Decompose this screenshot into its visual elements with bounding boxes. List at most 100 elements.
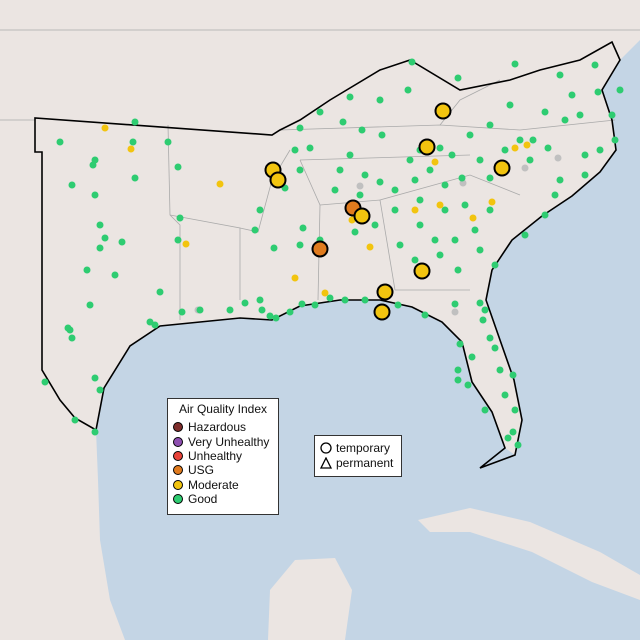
monitor-good[interactable] — [416, 196, 424, 204]
monitor-good[interactable] — [479, 316, 487, 324]
monitor-good[interactable] — [436, 251, 444, 259]
monitor-good[interactable] — [358, 126, 366, 134]
monitor-good[interactable] — [516, 136, 524, 144]
monitor-good[interactable] — [96, 244, 104, 252]
monitor-good[interactable] — [476, 299, 484, 307]
monitor-good[interactable] — [131, 118, 139, 126]
monitor-good[interactable] — [226, 306, 234, 314]
monitor-good[interactable] — [421, 311, 429, 319]
monitor-good[interactable] — [286, 308, 294, 316]
monitor-good[interactable] — [326, 294, 334, 302]
monitor-moderate[interactable] — [348, 216, 356, 224]
monitor-good[interactable] — [506, 101, 514, 109]
monitor-good[interactable] — [336, 166, 344, 174]
monitor-good[interactable] — [151, 321, 159, 329]
monitor-good[interactable] — [68, 181, 76, 189]
monitor-good[interactable] — [509, 371, 517, 379]
monitor-moderate[interactable] — [321, 289, 329, 297]
monitor-good[interactable] — [111, 271, 119, 279]
monitor-good[interactable] — [83, 266, 91, 274]
monitor-good[interactable] — [56, 138, 64, 146]
monitor-good[interactable] — [101, 234, 109, 242]
monitor-good[interactable] — [491, 344, 499, 352]
monitor-good[interactable] — [451, 300, 459, 308]
monitor-moderate[interactable] — [366, 243, 374, 251]
monitor-good[interactable] — [486, 121, 494, 129]
monitor-good[interactable] — [391, 186, 399, 194]
monitor-good[interactable] — [581, 171, 589, 179]
monitor-good[interactable] — [436, 144, 444, 152]
monitor-good[interactable] — [131, 174, 139, 182]
monitor-good[interactable] — [568, 91, 576, 99]
monitor-good[interactable] — [591, 61, 599, 69]
monitor-moderate[interactable] — [182, 240, 190, 248]
monitor-good[interactable] — [454, 74, 462, 82]
monitor-good[interactable] — [298, 300, 306, 308]
monitor-no-data[interactable] — [554, 154, 562, 162]
monitor-no-data[interactable] — [521, 164, 529, 172]
monitor-good[interactable] — [458, 174, 466, 182]
monitor-moderate[interactable] — [488, 198, 496, 206]
monitor-usg[interactable] — [311, 240, 329, 258]
monitor-moderate[interactable] — [376, 283, 394, 301]
monitor-good[interactable] — [176, 214, 184, 222]
monitor-good[interactable] — [91, 428, 99, 436]
monitor-good[interactable] — [511, 60, 519, 68]
monitor-good[interactable] — [339, 118, 347, 126]
monitor-good[interactable] — [496, 366, 504, 374]
monitor-good[interactable] — [471, 226, 479, 234]
monitor-good[interactable] — [174, 163, 182, 171]
monitor-good[interactable] — [491, 261, 499, 269]
monitor-good[interactable] — [291, 146, 299, 154]
monitor-good[interactable] — [596, 146, 604, 154]
monitor-good[interactable] — [561, 116, 569, 124]
monitor-good[interactable] — [441, 206, 449, 214]
monitor-moderate[interactable] — [269, 171, 287, 189]
monitor-good[interactable] — [346, 93, 354, 101]
monitor-good[interactable] — [556, 71, 564, 79]
monitor-good[interactable] — [89, 161, 97, 169]
monitor-good[interactable] — [468, 353, 476, 361]
monitor-good[interactable] — [611, 136, 619, 144]
monitor-good[interactable] — [411, 256, 419, 264]
monitor-good[interactable] — [521, 231, 529, 239]
monitor-good[interactable] — [178, 308, 186, 316]
monitor-good[interactable] — [394, 301, 402, 309]
monitor-good[interactable] — [196, 306, 204, 314]
monitor-good[interactable] — [486, 334, 494, 342]
monitor-moderate[interactable] — [511, 144, 519, 152]
monitor-good[interactable] — [551, 191, 559, 199]
monitor-good[interactable] — [376, 178, 384, 186]
monitor-good[interactable] — [299, 224, 307, 232]
monitor-good[interactable] — [96, 386, 104, 394]
monitor-good[interactable] — [156, 288, 164, 296]
monitor-moderate[interactable] — [291, 274, 299, 282]
monitor-good[interactable] — [396, 241, 404, 249]
monitor-good[interactable] — [431, 236, 439, 244]
monitor-good[interactable] — [454, 266, 462, 274]
monitor-good[interactable] — [481, 406, 489, 414]
monitor-good[interactable] — [448, 151, 456, 159]
monitor-good[interactable] — [256, 296, 264, 304]
monitor-good[interactable] — [509, 428, 517, 436]
monitor-good[interactable] — [514, 441, 522, 449]
monitor-moderate[interactable] — [436, 201, 444, 209]
monitor-good[interactable] — [91, 191, 99, 199]
monitor-good[interactable] — [96, 221, 104, 229]
monitor-good[interactable] — [341, 296, 349, 304]
monitor-moderate[interactable] — [411, 206, 419, 214]
monitor-moderate[interactable] — [127, 145, 135, 153]
monitor-good[interactable] — [174, 236, 182, 244]
monitor-good[interactable] — [118, 238, 126, 246]
monitor-moderate[interactable] — [413, 262, 431, 280]
monitor-good[interactable] — [476, 156, 484, 164]
monitor-moderate[interactable] — [493, 159, 511, 177]
monitor-good[interactable] — [256, 206, 264, 214]
monitor-moderate[interactable] — [523, 141, 531, 149]
monitor-good[interactable] — [68, 334, 76, 342]
monitor-good[interactable] — [378, 131, 386, 139]
monitor-good[interactable] — [64, 324, 72, 332]
monitor-good[interactable] — [411, 176, 419, 184]
monitor-moderate[interactable] — [353, 207, 371, 225]
monitor-good[interactable] — [581, 151, 589, 159]
